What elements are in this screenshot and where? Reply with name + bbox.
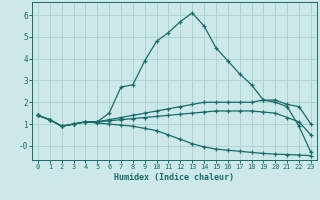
- X-axis label: Humidex (Indice chaleur): Humidex (Indice chaleur): [115, 173, 234, 182]
